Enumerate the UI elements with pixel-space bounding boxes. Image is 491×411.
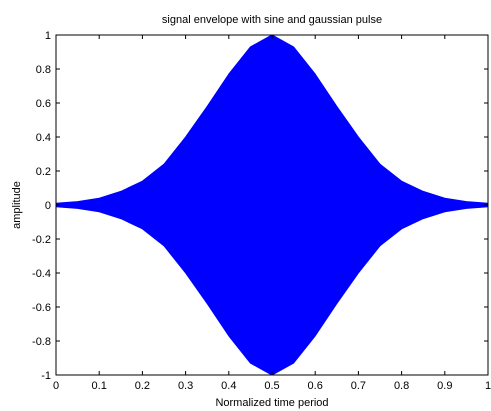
y-tick-label: 1: [45, 30, 51, 42]
chart-title: signal envelope with sine and gaussian p…: [162, 14, 382, 26]
y-tick-label: -0.2: [32, 234, 51, 246]
signal-envelope-area-0: [55, 34, 489, 376]
envelope-layer: [55, 34, 489, 376]
x-tick-label: 0.7: [351, 380, 366, 392]
x-tick-label: 0.4: [221, 380, 236, 392]
y-tick-label: -0.6: [32, 302, 51, 314]
x-tick-label: 0.9: [437, 380, 452, 392]
y-tick-label: 0: [45, 200, 51, 212]
y-tick-label: 0.4: [36, 132, 51, 144]
y-tick-label: -0.8: [32, 336, 51, 348]
y-tick-label: 0.8: [36, 64, 51, 76]
x-tick-label: 0.2: [135, 380, 150, 392]
x-tick-label: 0.5: [264, 380, 279, 392]
x-tick-label: 0.8: [394, 380, 409, 392]
y-tick-label: -1: [41, 370, 51, 382]
x-tick-label: 0: [53, 380, 59, 392]
x-tick-label: 0.3: [178, 380, 193, 392]
y-tick-label: -0.4: [32, 268, 51, 280]
y-axis-label: amplitude: [11, 181, 23, 229]
y-tick-layer: -1 -0.8 -0.6 -0.4 -0.2 0 0.2 0.4 0.6 0.8 1: [32, 30, 488, 382]
x-axis-label: Normalized time period: [215, 397, 328, 409]
x-tick-label: 0.6: [308, 380, 323, 392]
x-tick-label: 0.1: [92, 380, 107, 392]
y-tick-label: 0.6: [36, 98, 51, 110]
x-tick-label: 1: [485, 380, 491, 392]
y-tick-label: 0.2: [36, 166, 51, 178]
x-tick-layer: 0 0.1 0.2 0.3 0.4 0.5 0.6 0.7 0.8 0.9 1: [53, 35, 491, 392]
